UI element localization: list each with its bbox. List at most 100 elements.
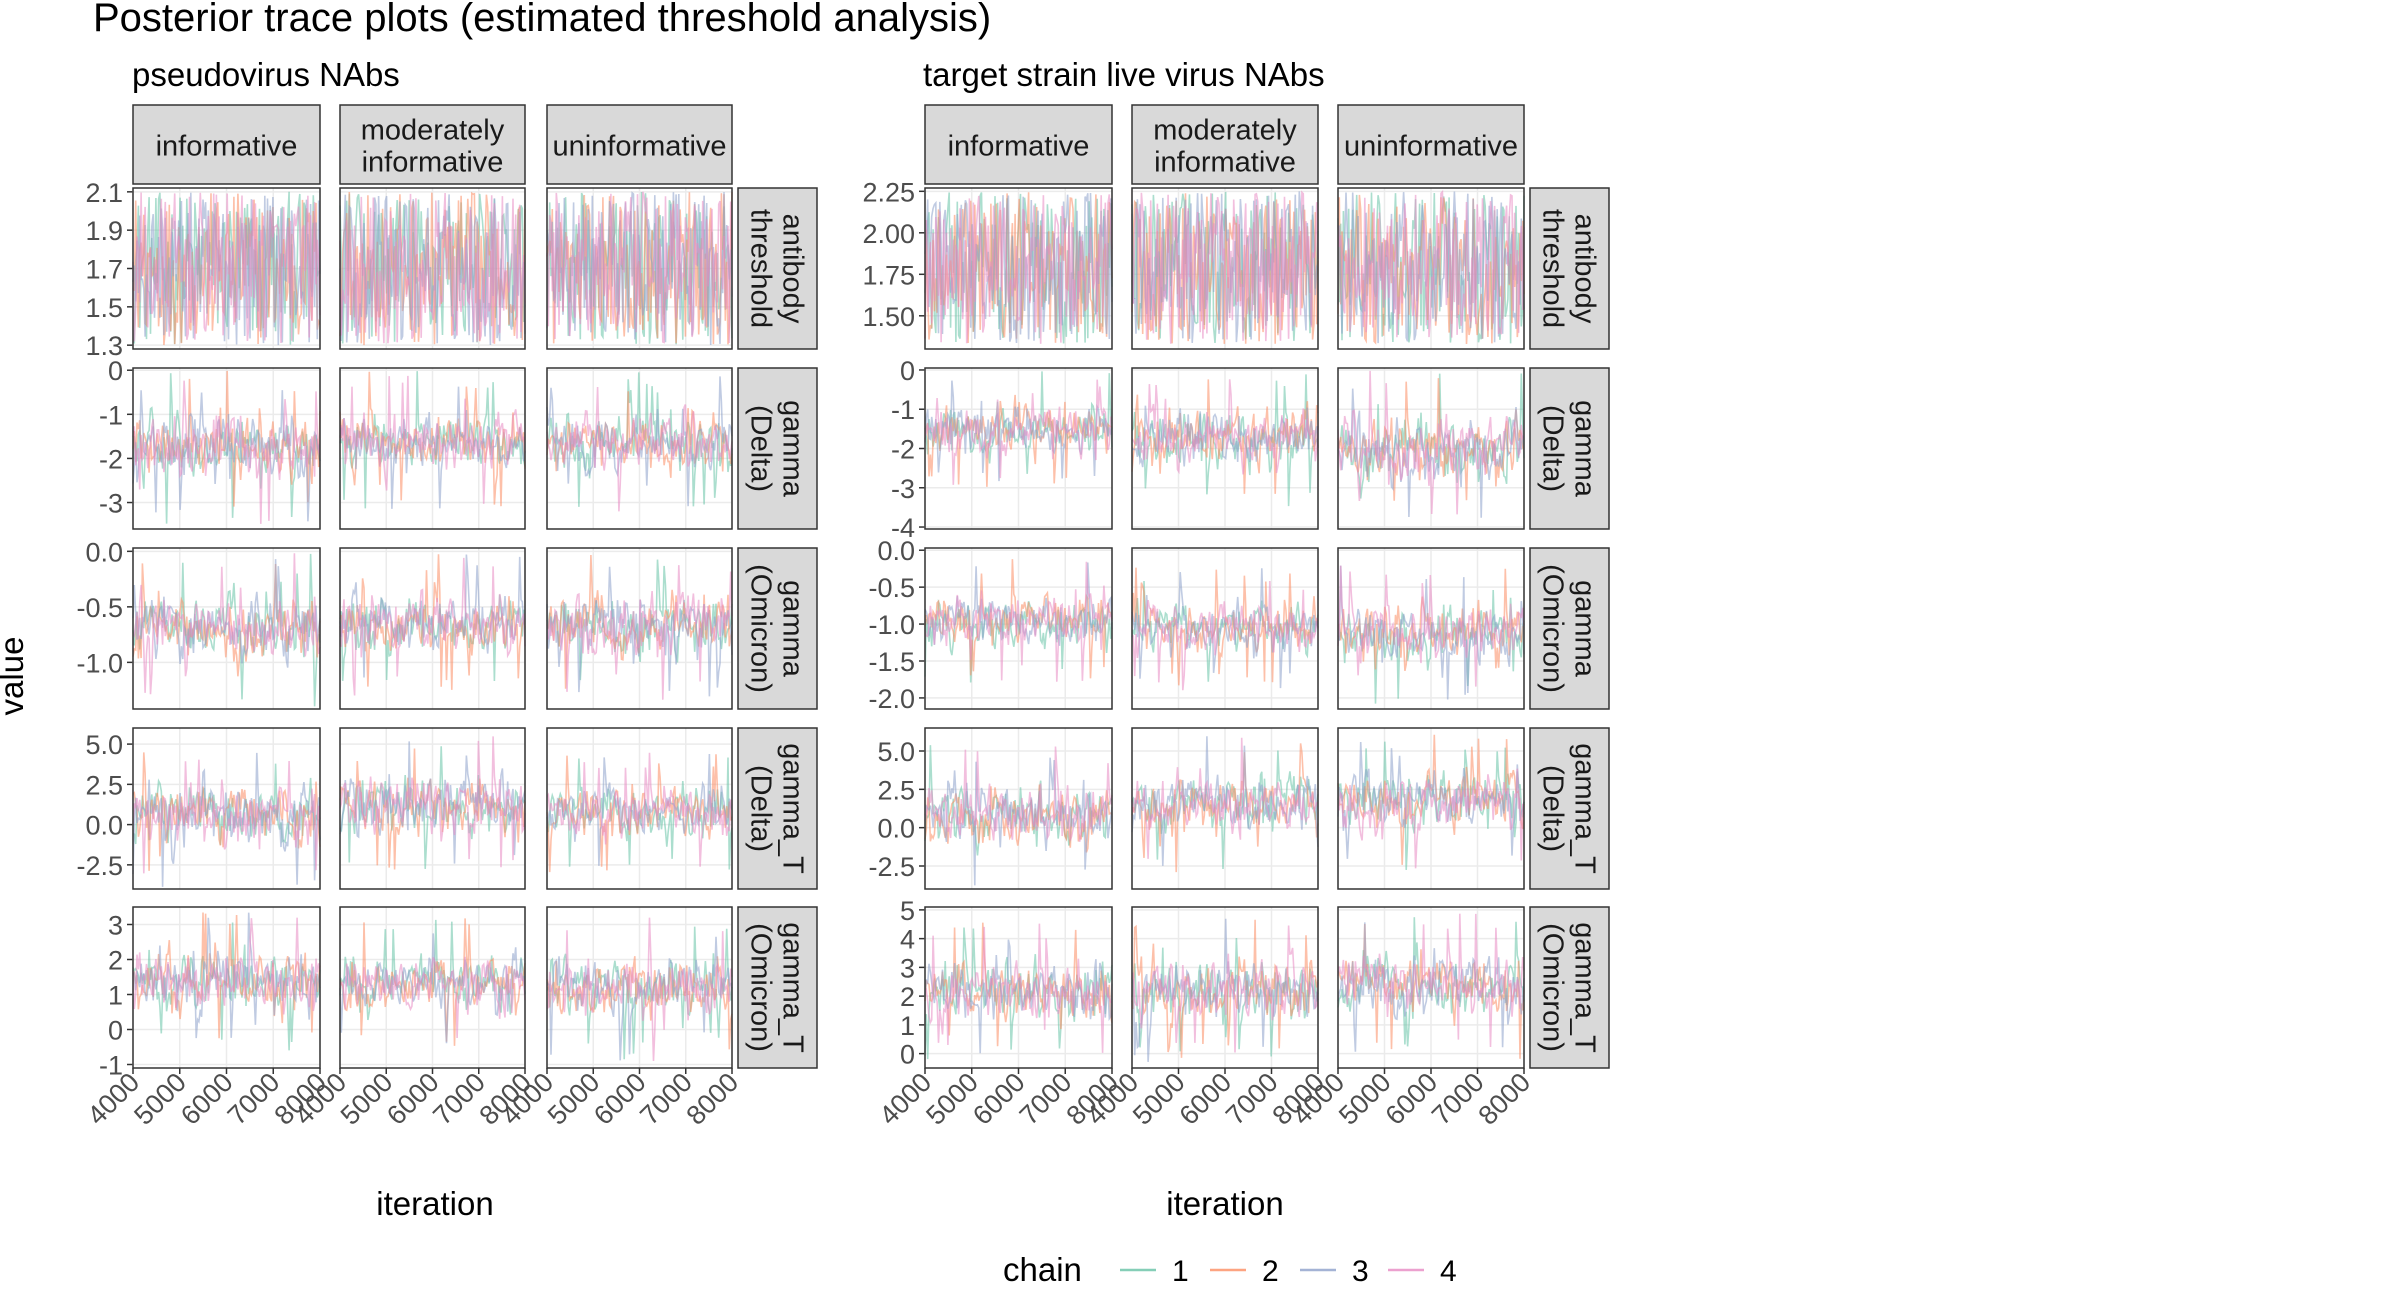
y-tick-label: 1.3 [85, 331, 123, 361]
y-tick-label: 3 [108, 911, 123, 941]
panel-gamma-delta-informative-chart1 [132, 367, 321, 530]
strip-row-label-line: gamma [777, 400, 809, 498]
trace-lines [546, 372, 733, 512]
panel-border [546, 727, 733, 890]
y-tick-label: 0.0 [877, 814, 915, 844]
strip-col-label-line: uninformative [552, 131, 726, 163]
trace-lines [924, 371, 1113, 487]
panel-border [546, 367, 733, 530]
trace-series-chain-1 [924, 371, 1113, 474]
y-tick-label: -0.5 [868, 573, 915, 603]
y-tick-label: -2.0 [868, 684, 915, 714]
strip-col-label-line: uninformative [1344, 131, 1518, 163]
panel-border [132, 727, 321, 890]
y-tick-label: 2 [900, 982, 915, 1012]
x-axis-label-pseudovirus: iteration [376, 1185, 493, 1222]
y-axis-label: value [0, 637, 30, 716]
panel-gamma-t-delta-informative-chart1 [132, 727, 321, 890]
y-tick-label: -2.5 [868, 852, 915, 882]
panel-gamma-t-delta-moderately-informative-chart2 [1131, 727, 1319, 890]
panel-gamma-t-delta-uninformative-chart1 [546, 727, 733, 890]
panel-antibody-threshold-uninformative-chart2 [1337, 187, 1525, 350]
x-axis-label-live-virus: iteration [1166, 1185, 1283, 1222]
panel-border [924, 367, 1113, 530]
trace-series-chain-4 [924, 923, 1112, 1053]
trace-series-chain-3 [924, 757, 1113, 886]
trace-lines [924, 559, 1113, 683]
strip-row-box [1529, 727, 1610, 890]
panel-border [1131, 547, 1319, 710]
trace-series-chain-4 [546, 917, 733, 1062]
y-tick-label: 1.50 [862, 302, 915, 332]
panel-border [924, 547, 1113, 710]
strip-row-label-line: (Delta) [745, 765, 777, 852]
legend-label: 2 [1262, 1255, 1279, 1288]
trace-lines [1131, 918, 1319, 1062]
trace-lines [132, 752, 321, 887]
trace-series-chain-4 [924, 194, 1113, 344]
trace-series-chain-3 [132, 912, 321, 1039]
trace-series-chain-4 [1337, 913, 1525, 1048]
strip-row-box [737, 367, 818, 530]
y-tick-label: -1.5 [868, 647, 915, 677]
trace-series-chain-4 [339, 375, 526, 504]
y-tick-label: 0 [108, 1016, 123, 1046]
trace-lines [924, 745, 1113, 886]
trace-lines [924, 922, 1113, 1060]
panel-border [1337, 187, 1525, 350]
y-axis-antibody-threshold-panel1: 1.3 1.5 1.7 1.9 2.1 [85, 178, 133, 361]
strip-col-uninformative-panel1: uninformative [546, 104, 733, 185]
strip-row-box [1529, 187, 1610, 350]
y-tick-label: 0.0 [85, 811, 123, 841]
y-tick-label: 2.5 [877, 775, 915, 805]
panel-gamma-t-omicron-moderately-informative-chart1 [339, 906, 526, 1069]
panel-border [1131, 187, 1319, 350]
strip-row-label-line: (Delta) [1537, 405, 1569, 492]
panel-gamma-omicron-informative-chart2 [924, 547, 1113, 710]
y-tick-label: -4 [891, 513, 915, 543]
y-tick-label: 2.5 [85, 770, 123, 800]
trace-series-chain-4 [924, 379, 1113, 485]
panel-gamma-t-omicron-informative-chart2 [924, 906, 1113, 1069]
y-tick-label: 3 [900, 953, 915, 983]
trace-lines [339, 191, 526, 346]
trace-series-chain-1 [1131, 750, 1319, 870]
trace-lines [1337, 565, 1525, 704]
y-tick-label: -1 [99, 1051, 123, 1081]
panel-gamma-t-omicron-moderately-informative-chart2 [1131, 906, 1319, 1069]
trace-series-chain-4 [1131, 379, 1319, 475]
strip-row-box [1529, 547, 1610, 710]
strip-row-gamma-omicron-panel1: gamma(Omicron) [737, 547, 818, 710]
panel-gamma-delta-informative-chart2 [924, 367, 1113, 530]
panel-border [132, 367, 321, 530]
panel-title-pseudovirus: pseudovirus NAbs [132, 56, 400, 93]
strip-row-box [737, 187, 818, 350]
trace-lines [339, 918, 526, 1046]
y-tick-label: -3 [891, 474, 915, 504]
trace-series-chain-4 [132, 380, 321, 524]
strip-row-label-line: antibody [777, 214, 809, 324]
strip-row-label-line: (Omicron) [745, 923, 777, 1052]
panel-gamma-omicron-moderately-informative-chart2 [1131, 547, 1319, 710]
strip-col-box [1337, 104, 1525, 185]
figure-title: Posterior trace plots (estimated thresho… [93, 0, 991, 40]
trace-series-chain-4 [132, 917, 321, 1015]
strip-row-box [737, 727, 818, 890]
trace-lines [132, 912, 321, 1051]
panel-border [546, 547, 733, 710]
trace-lines [132, 370, 321, 524]
strip-col-label-line: moderately [1153, 115, 1297, 147]
y-tick-label: 0.0 [85, 537, 123, 567]
trace-series-chain-4 [1131, 190, 1319, 344]
trace-series-chain-4 [1131, 925, 1319, 1053]
trace-series-chain-2 [132, 370, 321, 507]
y-tick-label: 4 [900, 925, 915, 955]
y-tick-label: -1 [99, 400, 123, 430]
panel-gamma-omicron-informative-chart1 [132, 547, 321, 710]
legend-entries: 1 2 3 4 [1120, 1255, 1457, 1288]
trace-series-chain-3 [1337, 741, 1525, 859]
y-tick-label: 5 [900, 896, 915, 926]
